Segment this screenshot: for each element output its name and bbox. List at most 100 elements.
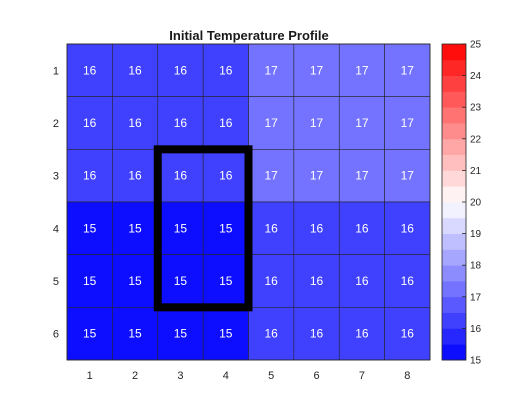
colorbar-segment xyxy=(442,312,466,329)
y-tick-label: 4 xyxy=(53,223,59,235)
heatmap-cell xyxy=(66,201,113,255)
colorbar-segment xyxy=(442,217,466,234)
heatmap-cell xyxy=(202,149,249,203)
heatmap-cell xyxy=(112,149,159,203)
heatmap-cell xyxy=(248,254,295,308)
y-tick-label: 5 xyxy=(53,276,59,288)
heatmap-cell xyxy=(384,96,431,150)
colorbar-segment xyxy=(442,138,466,155)
cell-value-label: 16 xyxy=(83,63,97,77)
cell-value-label: 17 xyxy=(401,169,415,183)
heatmap-cell xyxy=(157,149,204,203)
colorbar-segment xyxy=(442,91,466,108)
colorbar-segment xyxy=(442,202,466,219)
cell-value-label: 15 xyxy=(83,327,97,341)
cell-value-label: 16 xyxy=(219,169,233,183)
cell-value-label: 15 xyxy=(174,221,188,235)
cell-value-label: 16 xyxy=(265,327,279,341)
cell-value-label: 17 xyxy=(310,116,324,130)
cell-value-label: 16 xyxy=(355,274,369,288)
colorbar-tick-label: 19 xyxy=(470,229,482,240)
heatmap-cell xyxy=(202,43,249,97)
cell-value-label: 15 xyxy=(219,221,233,235)
heatmap-cell xyxy=(248,43,295,97)
cell-value-label: 16 xyxy=(401,221,415,235)
cell-value-label: 16 xyxy=(310,221,324,235)
colorbar-segment xyxy=(442,75,466,92)
x-tick-label: 5 xyxy=(268,370,274,382)
colorbar-segment xyxy=(442,59,466,76)
heatmap-cell xyxy=(248,201,295,255)
cell-value-label: 17 xyxy=(355,116,369,130)
x-axis-ticks: 1 2 3 4 5 6 7 8 xyxy=(87,370,411,382)
cell-value-label: 17 xyxy=(310,63,324,77)
heatmap-cell xyxy=(338,307,385,361)
cell-value-label: 16 xyxy=(355,327,369,341)
y-tick-label: 3 xyxy=(53,171,59,183)
y-tick-label: 2 xyxy=(53,118,59,130)
cell-value-label: 15 xyxy=(219,274,233,288)
heatmap-cell xyxy=(248,149,295,203)
heatmap-cell xyxy=(112,96,159,150)
cell-value-label: 16 xyxy=(128,169,142,183)
colorbar-segment xyxy=(442,170,466,187)
heatmap-cell xyxy=(338,149,385,203)
heatmap-cell xyxy=(248,307,295,361)
y-axis-ticks: 1 2 3 4 5 6 xyxy=(53,65,59,340)
heatmap-cell xyxy=(112,307,159,361)
heatmap-cell xyxy=(293,43,340,97)
heatmap-cell xyxy=(112,43,159,97)
heatmap-cell xyxy=(293,149,340,203)
heatmap-cell xyxy=(384,43,431,97)
heatmap-cell xyxy=(293,254,340,308)
cell-value-label: 16 xyxy=(174,169,188,183)
colorbar-segment xyxy=(442,328,466,345)
colorbar-segment xyxy=(442,107,466,124)
cell-value-label: 17 xyxy=(265,169,279,183)
heatmap-cell xyxy=(338,201,385,255)
colorbar-tick-label: 20 xyxy=(470,198,482,209)
cell-value-label: 16 xyxy=(310,327,324,341)
chart-title: Initial Temperature Profile xyxy=(169,28,328,43)
heatmap-cell xyxy=(157,201,204,255)
cell-value-label: 16 xyxy=(128,116,142,130)
highlight-box xyxy=(153,145,253,312)
x-tick-label: 3 xyxy=(177,370,183,382)
plot-border xyxy=(66,43,431,361)
colorbar-segment xyxy=(442,233,466,250)
cell-value-label: 16 xyxy=(174,116,188,130)
colorbar-tick-label: 16 xyxy=(470,324,482,335)
cell-value-label: 16 xyxy=(310,274,324,288)
cell-value-label: 17 xyxy=(355,63,369,77)
colorbar-ticks: 15 16 17 18 19 20 21 22 23 24 25 xyxy=(462,40,482,367)
colorbar-segment xyxy=(442,281,466,298)
x-tick-label: 6 xyxy=(314,370,320,382)
y-tick-label: 6 xyxy=(53,329,59,341)
heatmap-cell xyxy=(384,254,431,308)
colorbar-tick-label: 21 xyxy=(470,166,482,177)
heatmap-cell xyxy=(338,254,385,308)
cell-value-label: 16 xyxy=(174,63,188,77)
colorbar-segment xyxy=(442,296,466,313)
cell-value-label: 17 xyxy=(265,63,279,77)
heatmap-cell-labels: 16 16 16 16 17 17 17 17 16 16 16 16 17 17 17 17 16 16 16 16… xyxy=(83,63,414,340)
heatmap-cell xyxy=(248,96,295,150)
cell-value-label: 17 xyxy=(310,169,324,183)
cell-value-label: 15 xyxy=(174,327,188,341)
cell-value-label: 16 xyxy=(83,116,97,130)
colorbar-segment xyxy=(442,186,466,203)
colorbar-segment xyxy=(442,154,466,171)
colorbar-tick-label: 24 xyxy=(470,71,482,82)
colorbar-tick-label: 18 xyxy=(470,261,482,272)
cell-value-label: 15 xyxy=(83,274,97,288)
colorbar-tick-label: 25 xyxy=(470,40,482,51)
x-tick-label: 4 xyxy=(223,370,229,382)
heatmap-cell xyxy=(66,149,113,203)
cell-value-label: 17 xyxy=(401,116,415,130)
cell-value-label: 16 xyxy=(401,327,415,341)
cell-value-label: 15 xyxy=(219,327,233,341)
cell-value-label: 17 xyxy=(355,169,369,183)
cell-value-label: 17 xyxy=(265,116,279,130)
